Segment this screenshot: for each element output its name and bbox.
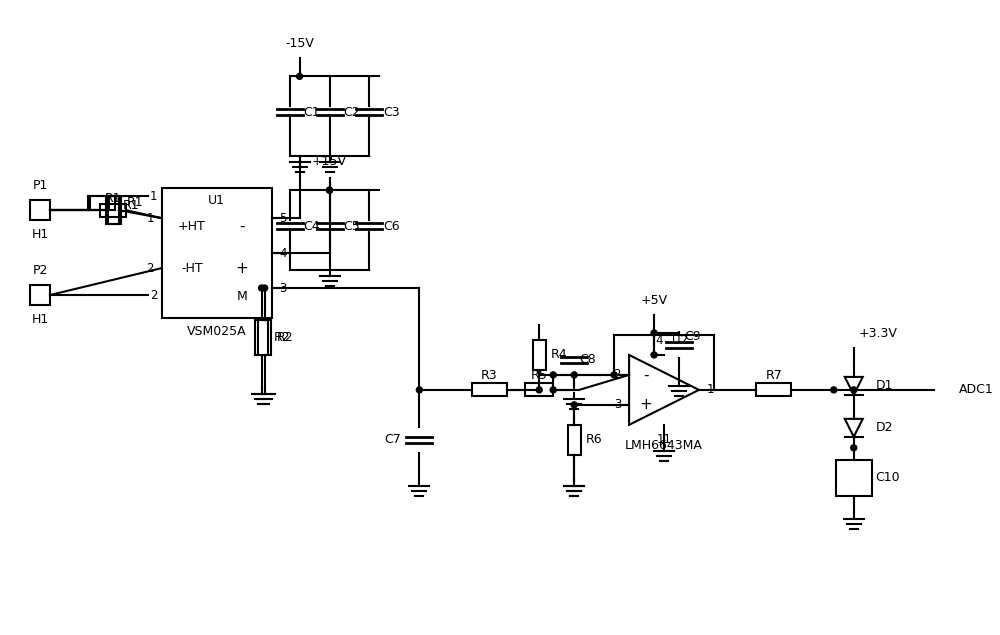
Text: 2: 2 <box>146 262 154 274</box>
Text: +3.3V: +3.3V <box>859 327 898 340</box>
Bar <box>568 425 581 455</box>
Circle shape <box>262 285 268 291</box>
Text: -: - <box>643 368 649 382</box>
Text: +5V: +5V <box>640 294 668 307</box>
Bar <box>756 384 791 396</box>
Text: C5: C5 <box>344 220 360 232</box>
Circle shape <box>851 444 857 451</box>
Text: R2: R2 <box>274 331 290 344</box>
Text: R2: R2 <box>277 331 293 344</box>
Text: -HT: -HT <box>181 262 203 274</box>
Text: C7: C7 <box>385 433 401 446</box>
Text: 2: 2 <box>150 288 157 302</box>
Text: +: + <box>235 260 248 276</box>
Text: 4: 4 <box>655 334 663 347</box>
Text: R1: R1 <box>123 199 139 211</box>
Text: ADC1: ADC1 <box>959 384 993 396</box>
Bar <box>258 321 271 356</box>
Circle shape <box>550 372 556 378</box>
Text: U2: U2 <box>672 334 688 347</box>
Text: U1: U1 <box>208 194 225 206</box>
Text: H1: H1 <box>31 228 49 241</box>
Bar <box>533 340 546 370</box>
Text: 11: 11 <box>657 433 672 446</box>
Circle shape <box>550 387 556 393</box>
Text: P1: P1 <box>32 179 48 192</box>
Bar <box>472 384 507 396</box>
Text: C8: C8 <box>579 354 596 366</box>
Text: M: M <box>236 290 247 302</box>
Text: C3: C3 <box>383 106 400 119</box>
Text: C4: C4 <box>304 220 320 232</box>
Text: D2: D2 <box>876 422 893 434</box>
Bar <box>30 285 50 305</box>
Text: C1: C1 <box>304 106 320 119</box>
Circle shape <box>327 187 333 193</box>
Text: C2: C2 <box>344 106 360 119</box>
Text: 3: 3 <box>614 398 621 411</box>
Text: 4: 4 <box>280 246 287 260</box>
Text: R3: R3 <box>481 370 498 382</box>
Circle shape <box>851 387 857 393</box>
Text: H1: H1 <box>31 313 49 326</box>
Bar <box>106 196 119 224</box>
Circle shape <box>571 402 577 408</box>
Text: 1: 1 <box>707 384 714 396</box>
Bar <box>100 204 126 217</box>
Text: 1: 1 <box>146 211 154 225</box>
Text: C10: C10 <box>876 471 900 485</box>
Text: +HT: +HT <box>178 220 206 232</box>
Bar <box>525 384 553 396</box>
Bar <box>108 196 121 224</box>
Text: +: + <box>640 398 652 412</box>
Text: C6: C6 <box>383 220 400 232</box>
Text: 5: 5 <box>280 211 287 225</box>
Text: D1: D1 <box>876 379 893 392</box>
Text: C9: C9 <box>684 330 701 344</box>
Circle shape <box>297 74 303 79</box>
Circle shape <box>651 330 657 336</box>
Text: R5: R5 <box>531 370 548 382</box>
Circle shape <box>831 387 837 393</box>
Text: R6: R6 <box>586 433 603 446</box>
Text: R1: R1 <box>127 196 143 209</box>
Circle shape <box>651 352 657 358</box>
Circle shape <box>327 187 333 193</box>
Circle shape <box>416 387 422 393</box>
Bar <box>255 321 268 356</box>
Circle shape <box>611 372 617 378</box>
Bar <box>162 188 272 318</box>
Text: 2: 2 <box>614 368 621 382</box>
Circle shape <box>571 372 577 378</box>
Text: +15V: +15V <box>312 155 347 168</box>
Text: -15V: -15V <box>285 37 314 50</box>
Text: P2: P2 <box>32 264 48 277</box>
Text: R7: R7 <box>766 370 782 382</box>
Circle shape <box>536 387 542 393</box>
Text: -: - <box>239 218 244 234</box>
Text: LMH6643MA: LMH6643MA <box>625 439 703 452</box>
Circle shape <box>259 285 265 291</box>
Text: 3: 3 <box>280 281 287 295</box>
Text: R4: R4 <box>551 349 568 361</box>
Bar <box>836 460 872 496</box>
Text: R1: R1 <box>105 192 121 204</box>
Bar <box>30 200 50 220</box>
Text: 1: 1 <box>150 190 157 203</box>
Text: VSM025A: VSM025A <box>187 326 246 338</box>
